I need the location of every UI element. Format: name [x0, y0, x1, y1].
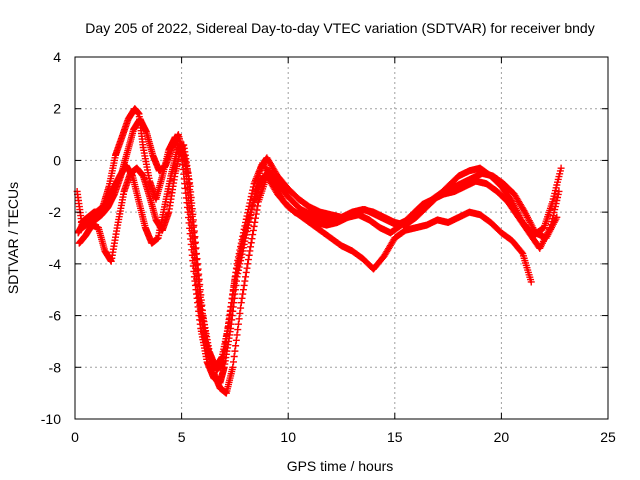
data-point	[235, 250, 243, 258]
data-point	[248, 189, 256, 197]
data-point	[252, 210, 260, 218]
data-point	[555, 187, 563, 195]
data-point	[229, 363, 237, 371]
data-point	[237, 299, 245, 307]
data-point	[232, 336, 240, 344]
data-point	[242, 268, 250, 276]
data-point	[248, 235, 256, 243]
data-point	[243, 264, 251, 272]
data-point	[238, 294, 246, 302]
data-point	[244, 256, 252, 264]
data-point	[231, 347, 239, 355]
data-point	[553, 213, 561, 221]
data-point	[246, 199, 254, 207]
data-point	[237, 243, 245, 251]
y-tick-label: -2	[49, 204, 62, 220]
tick-layer	[74, 56, 609, 420]
data-point	[246, 247, 254, 255]
data-point	[234, 320, 242, 328]
data-point	[238, 236, 246, 244]
y-tick-label: -4	[49, 256, 62, 272]
data-point	[237, 304, 245, 312]
data-point	[234, 256, 242, 264]
data-point	[235, 315, 243, 323]
data-point	[245, 202, 253, 210]
data-point	[236, 246, 244, 254]
data-point	[237, 239, 245, 247]
data-point	[234, 326, 242, 334]
data-point	[247, 239, 255, 247]
data-point	[251, 218, 259, 226]
data-point	[233, 331, 241, 339]
data-point	[527, 278, 535, 286]
x-tick-label: 10	[280, 429, 296, 445]
x-tick-label: 15	[387, 429, 403, 445]
data-point	[247, 193, 255, 201]
grid-layer	[75, 57, 608, 419]
data-point	[247, 243, 255, 251]
data-point	[244, 260, 252, 268]
data-point	[244, 209, 252, 217]
x-tick-label: 0	[71, 429, 79, 445]
data-point	[232, 342, 240, 350]
y-axis-label: SDTVAR / TECUs	[5, 182, 21, 294]
chart-title: Day 205 of 2022, Sidereal Day-to-day VTE…	[85, 20, 594, 36]
data-point	[249, 226, 257, 234]
y-tick-label: -8	[49, 359, 62, 375]
plot-frame	[74, 56, 609, 420]
data-point	[249, 183, 257, 191]
data-point	[229, 358, 237, 366]
y-tick-label: 2	[53, 101, 61, 117]
y-tick-label: -10	[41, 411, 61, 427]
y-tick-label: 0	[53, 152, 61, 168]
data-point	[518, 248, 526, 256]
data-layer	[73, 105, 565, 397]
x-axis-label: GPS time / hours	[287, 458, 394, 474]
data-point	[241, 222, 249, 230]
data-point	[245, 251, 253, 259]
label-layer: 0 5 10 15 20 25 -10 -8 -6 -4 -2 0 2 4	[41, 49, 616, 445]
x-tick-label: 20	[494, 429, 510, 445]
data-point	[247, 196, 255, 204]
data-point	[239, 229, 247, 237]
data-point	[249, 186, 257, 194]
data-point	[242, 215, 250, 223]
data-point	[230, 353, 238, 361]
data-point	[242, 273, 250, 281]
data-point	[254, 202, 262, 210]
data-point	[249, 231, 257, 239]
x-tick-label: 25	[600, 429, 616, 445]
x-tick-label: 5	[178, 429, 186, 445]
data-point	[252, 214, 260, 222]
data-point	[240, 225, 248, 233]
series-trace-d	[73, 115, 563, 374]
data-point	[239, 286, 247, 294]
y-tick-label: -6	[49, 308, 62, 324]
data-point	[239, 290, 247, 298]
data-point	[236, 309, 244, 317]
data-point	[233, 260, 241, 268]
data-point	[243, 212, 251, 220]
data-point	[241, 277, 249, 285]
data-point	[250, 222, 258, 230]
data-point	[239, 232, 247, 240]
data-point	[242, 218, 250, 226]
data-point	[240, 281, 248, 289]
data-point	[557, 164, 565, 172]
y-tick-label: 4	[53, 49, 61, 65]
data-point	[244, 206, 252, 214]
data-point	[234, 253, 242, 261]
